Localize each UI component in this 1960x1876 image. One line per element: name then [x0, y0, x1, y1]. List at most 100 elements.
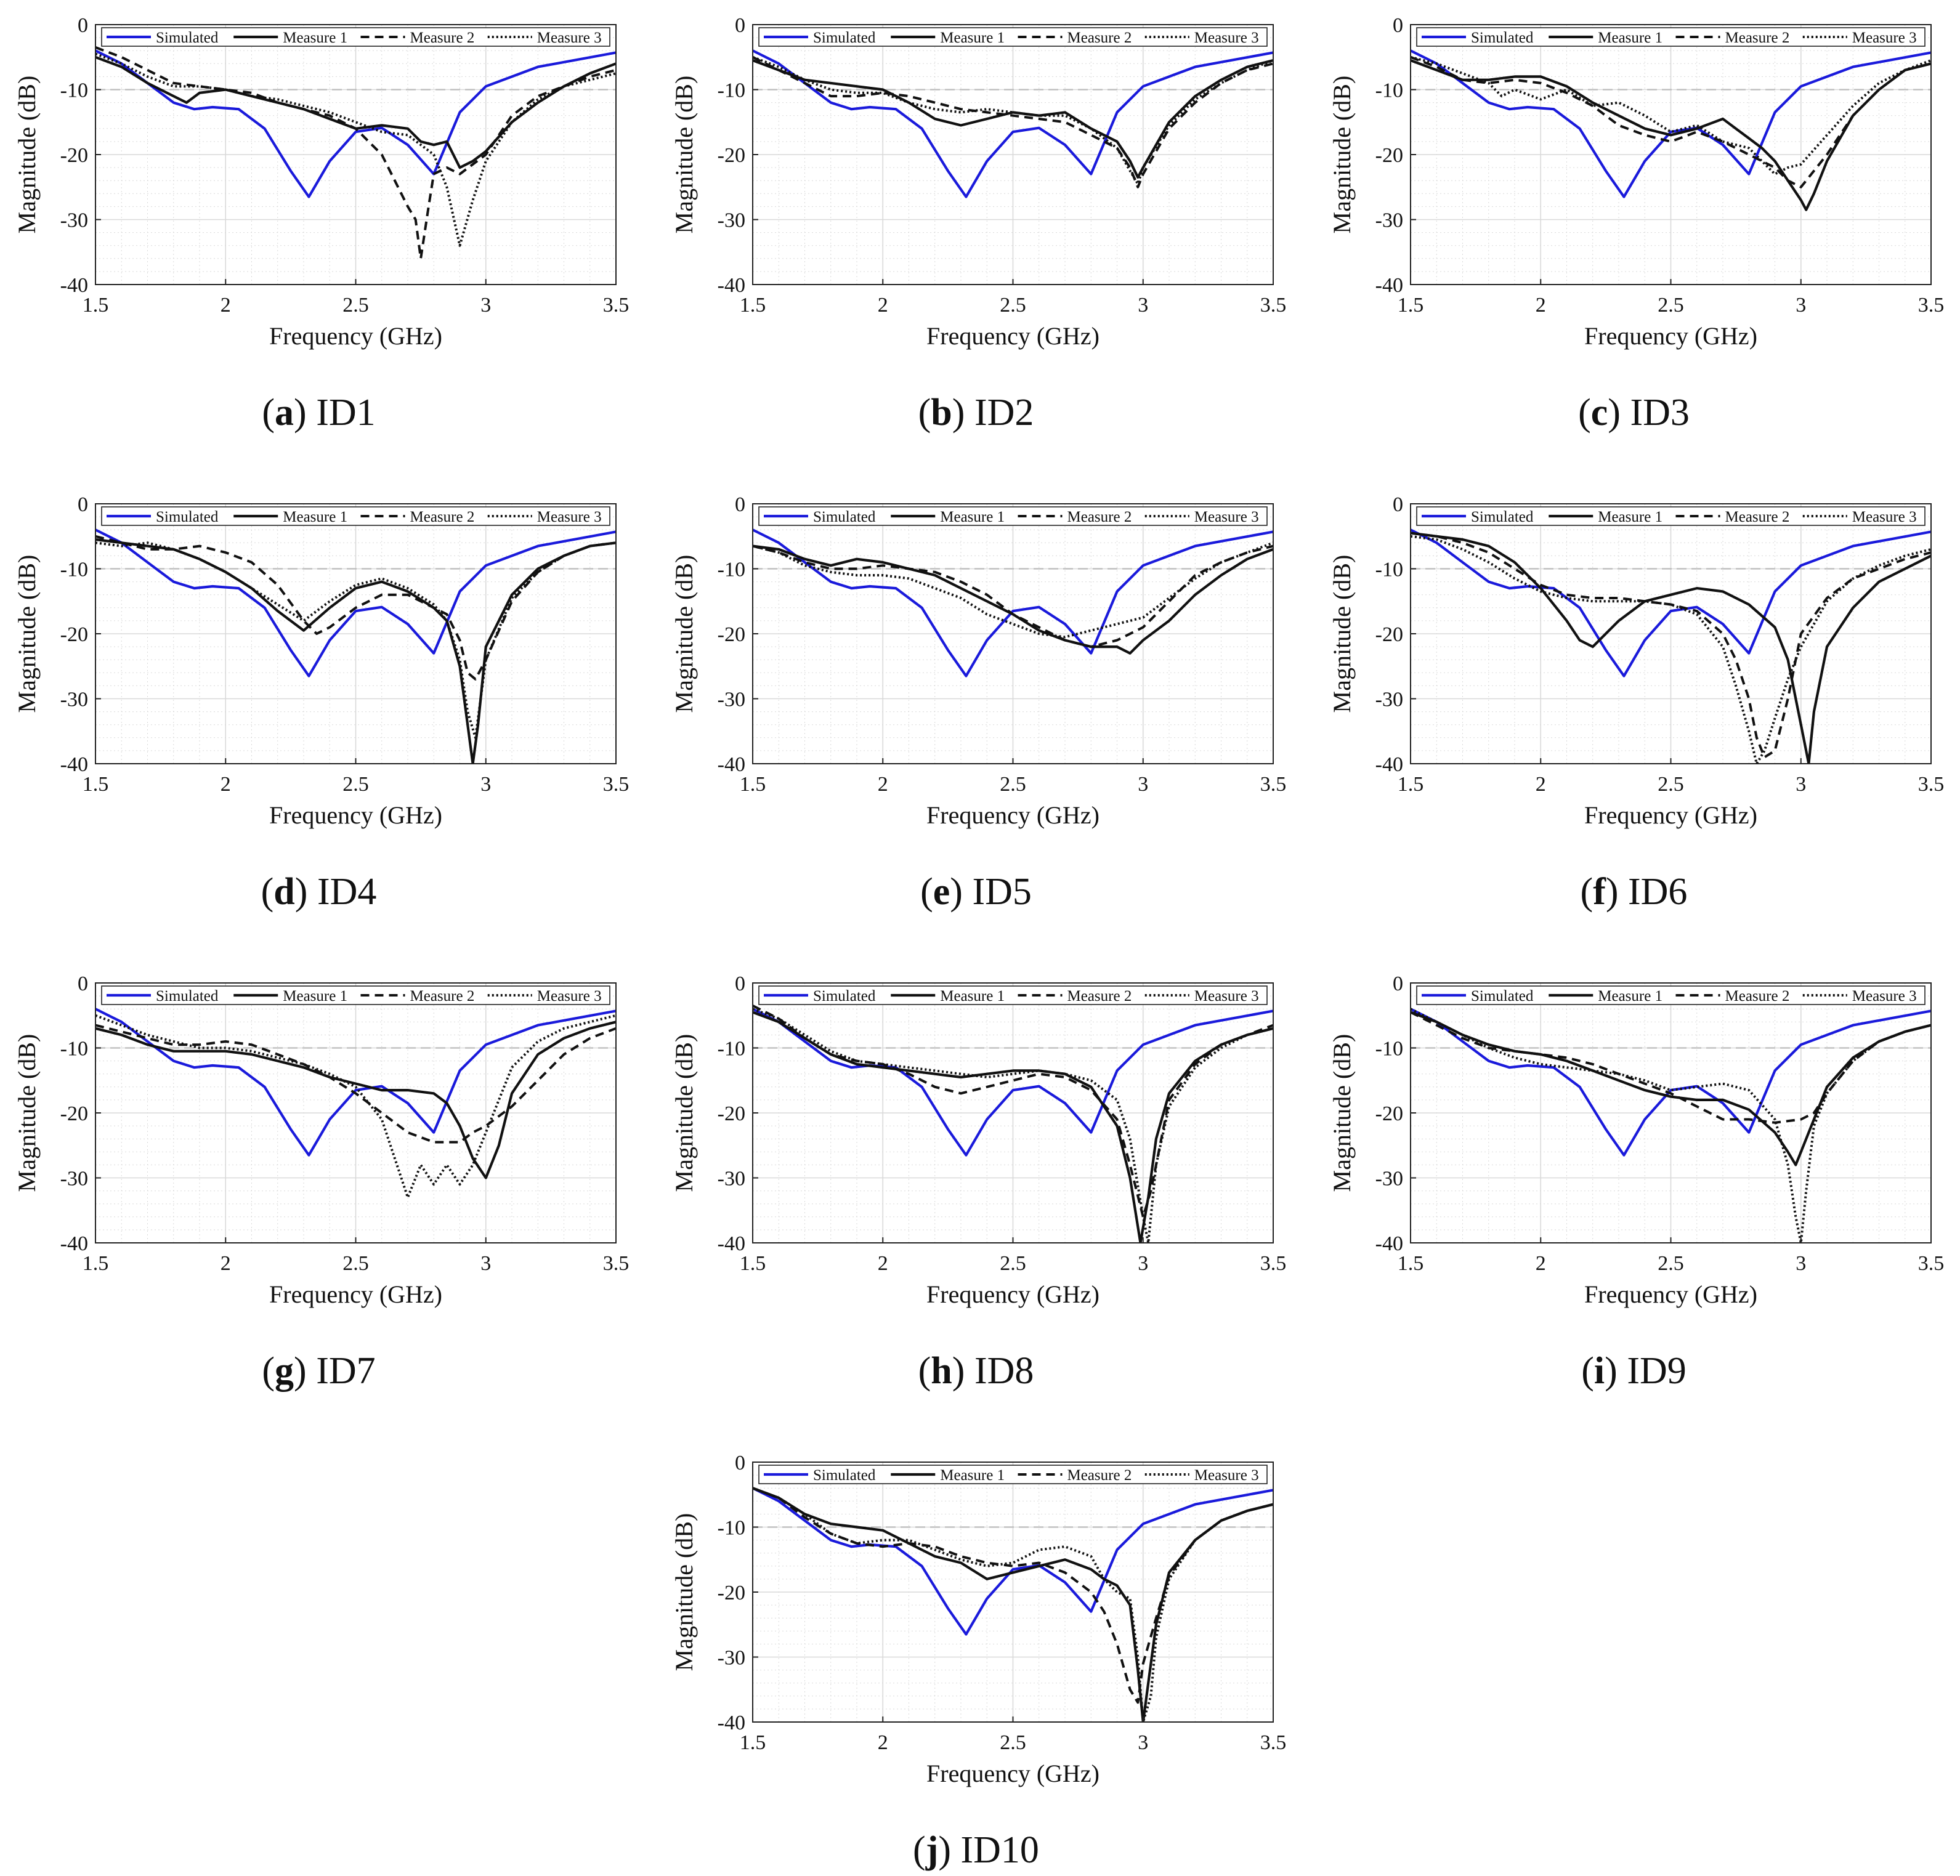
y-tick-label: -40	[718, 274, 745, 297]
legend-box	[101, 27, 610, 47]
legend-entry: Measure 3	[537, 988, 602, 1005]
x-tick-label: 3.5	[1260, 1252, 1287, 1275]
y-tick-label: -20	[718, 623, 745, 646]
y-tick-label: -10	[1375, 79, 1403, 102]
x-tick-label: 2.5	[1658, 294, 1684, 317]
series-line-measure-2	[95, 535, 616, 681]
x-tick-label: 2	[1536, 773, 1546, 796]
y-tick-label: 0	[1393, 493, 1403, 516]
legend-entry: Measure 1	[940, 988, 1005, 1005]
series-line-measure-1	[95, 1021, 616, 1179]
y-tick-label: 0	[1393, 972, 1403, 995]
y-tick-label: -30	[60, 209, 88, 232]
legend-entry: Measure 3	[1852, 509, 1917, 525]
legend-entry: Measure 3	[1194, 509, 1259, 525]
series-line-simulated	[753, 1008, 1273, 1157]
legend-entry: Measure 1	[283, 988, 347, 1005]
legend-entry: Measure 2	[410, 988, 475, 1005]
panel-caption: (g) ID7	[262, 1350, 375, 1392]
x-axis-label: Frequency (GHz)	[269, 322, 442, 350]
series-line-measure-1	[753, 544, 1273, 655]
x-tick-label: 2.5	[1000, 294, 1026, 317]
x-tick-label: 3	[1138, 773, 1148, 796]
x-tick-label: 3	[1138, 1731, 1148, 1754]
x-axis-label: Frequency (GHz)	[1584, 1280, 1757, 1308]
y-tick-label: -20	[718, 1102, 745, 1125]
x-tick-label: 3.5	[1260, 294, 1287, 317]
x-tick-label: 1.5	[83, 1252, 109, 1275]
series-line-measure-1	[753, 59, 1273, 179]
x-tick-label: 1.5	[83, 773, 109, 796]
y-tick-label: -20	[1375, 144, 1403, 167]
series-line-simulated	[1411, 49, 1931, 198]
series-line-simulated	[753, 528, 1273, 677]
legend-entry: Simulated	[156, 30, 219, 46]
y-tick-label: -30	[60, 1168, 88, 1191]
x-axis-label: Frequency (GHz)	[926, 1760, 1099, 1787]
y-tick-label: -20	[718, 144, 745, 167]
x-axis-label: Frequency (GHz)	[1584, 801, 1757, 829]
legend-box	[101, 506, 610, 526]
chart-panel-c: 1.5 2 2.5 3 3.5 0 -10 -20 -30 -40 Frequency (GHz) M…	[1328, 14, 1944, 434]
y-tick-label: 0	[735, 972, 745, 995]
x-tick-label: 3	[1796, 1252, 1806, 1275]
legend-entry: Simulated	[813, 1467, 876, 1484]
panel-caption: (i) ID9	[1581, 1350, 1686, 1392]
chart-panel-d: 1.5 2 2.5 3 3.5 0 -10 -20 -30 -40 Frequency (GHz) M…	[13, 493, 629, 913]
y-tick-label: -20	[1375, 623, 1403, 646]
legend-box	[758, 27, 1268, 47]
chart-panel-g: 1.5 2 2.5 3 3.5 0 -10 -20 -30 -40 Frequency (GHz) M…	[13, 972, 629, 1392]
series-line-measure-2	[1411, 532, 1931, 759]
legend-box	[758, 985, 1268, 1005]
legend-box	[758, 506, 1268, 526]
legend-entry: Simulated	[813, 509, 876, 525]
x-tick-label: 3	[1138, 294, 1148, 317]
legend-entry: Measure 2	[410, 30, 475, 46]
x-tick-label: 2.5	[1000, 773, 1026, 796]
y-axis-label: Magnitude (dB)	[13, 1034, 41, 1192]
legend-entry: Measure 2	[1067, 988, 1132, 1005]
y-tick-label: 0	[78, 14, 88, 37]
panel-caption: (j) ID10	[913, 1829, 1039, 1871]
legend-box	[1416, 27, 1926, 47]
y-tick-label: 0	[735, 14, 745, 37]
y-tick-label: -20	[60, 1102, 88, 1125]
series-line-measure-1	[1411, 59, 1931, 211]
y-tick-label: -40	[718, 753, 745, 776]
chart-panel-h: 1.5 2 2.5 3 3.5 0 -10 -20 -30 -40 Frequency (GHz) M…	[670, 972, 1286, 1392]
x-axis-label: Frequency (GHz)	[269, 1280, 442, 1308]
y-axis-label: Magnitude (dB)	[670, 76, 698, 234]
x-tick-label: 2	[221, 1252, 231, 1275]
chart-panel-i: 1.5 2 2.5 3 3.5 0 -10 -20 -30 -40 Frequency (GHz) M…	[1328, 972, 1944, 1392]
legend-entry: Measure 1	[1598, 30, 1662, 46]
y-axis-label: Magnitude (dB)	[1328, 1034, 1356, 1192]
panel-caption: (d) ID4	[261, 871, 377, 913]
x-tick-label: 2	[1536, 294, 1546, 317]
y-tick-label: -30	[718, 689, 745, 711]
legend-entry: Measure 3	[1194, 988, 1259, 1005]
y-tick-label: -10	[718, 1517, 745, 1540]
y-tick-label: -40	[60, 753, 88, 776]
y-tick-label: 0	[735, 493, 745, 516]
legend-entry: Measure 3	[1852, 988, 1917, 1005]
legend-entry: Measure 3	[537, 509, 602, 525]
y-tick-label: 0	[1393, 14, 1403, 37]
panel-caption: (b) ID2	[918, 392, 1034, 434]
y-axis-label: Magnitude (dB)	[13, 555, 41, 713]
series-line-simulated	[95, 528, 616, 677]
series-line-measure-3	[1411, 1008, 1931, 1243]
y-tick-label: -10	[718, 559, 745, 581]
y-tick-label: -40	[1375, 1232, 1403, 1255]
x-tick-label: 2	[878, 1731, 888, 1754]
x-tick-label: 3	[480, 773, 491, 796]
x-tick-label: 2	[878, 1252, 888, 1275]
chart-panel-j: 1.5 2 2.5 3 3.5 0 -10 -20 -30 -40 Frequency (GHz) M…	[670, 1452, 1286, 1871]
x-tick-label: 1.5	[1398, 1252, 1424, 1275]
legend-entry: Measure 3	[1194, 1467, 1259, 1484]
series-line-measure-3	[95, 52, 616, 247]
legend-box	[101, 985, 610, 1005]
y-tick-label: -40	[60, 1232, 88, 1255]
y-tick-label: -40	[718, 1712, 745, 1734]
x-tick-label: 1.5	[740, 294, 766, 317]
